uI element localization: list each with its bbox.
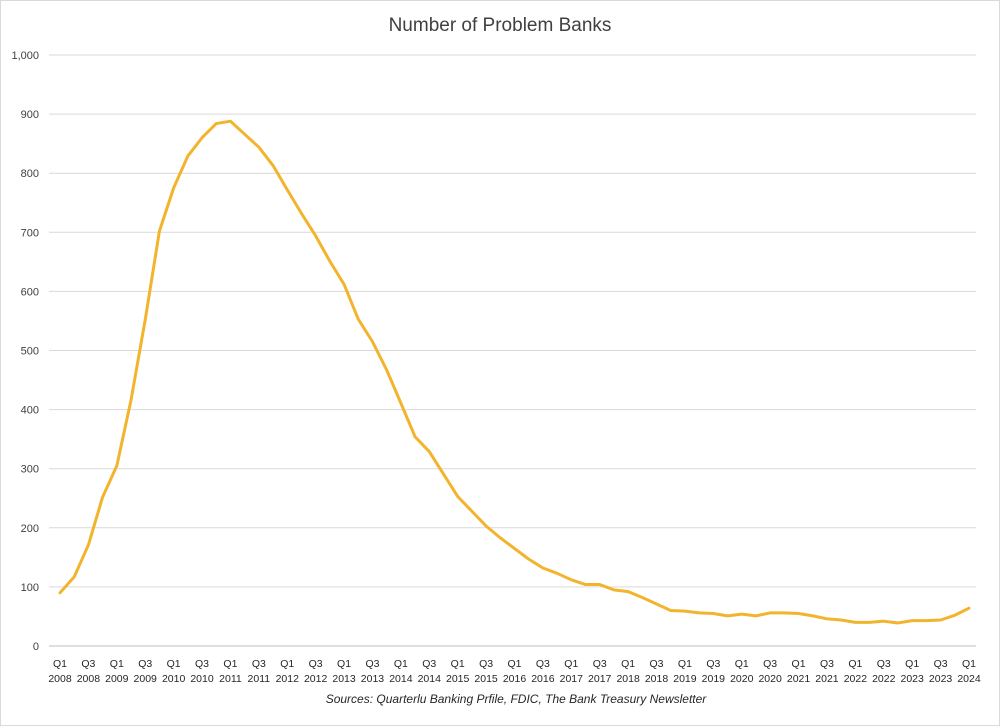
x-tick-quarter-label: Q1	[848, 658, 862, 670]
x-tick-quarter-label: Q3	[479, 658, 493, 670]
x-tick-year-label: 2008	[48, 673, 72, 685]
x-tick-year-label: 2016	[503, 673, 527, 685]
x-tick-year-label: 2013	[361, 673, 385, 685]
x-tick-quarter-label: Q1	[905, 658, 919, 670]
x-tick-quarter-label: Q1	[678, 658, 692, 670]
y-tick-label: 200	[21, 523, 39, 535]
x-tick-year-label: 2012	[304, 673, 328, 685]
x-tick-year-label: 2014	[418, 673, 442, 685]
x-tick-quarter-label: Q3	[706, 658, 720, 670]
x-tick-quarter-label: Q1	[564, 658, 578, 670]
y-tick-label: 800	[21, 168, 39, 180]
x-tick-quarter-label: Q3	[138, 658, 152, 670]
y-tick-label: 900	[21, 109, 39, 121]
y-tick-label: 0	[33, 641, 39, 653]
x-tick-year-label: 2024	[957, 673, 981, 685]
x-tick-quarter-label: Q3	[763, 658, 777, 670]
x-tick-quarter-label: Q1	[394, 658, 408, 670]
x-tick-quarter-label: Q1	[167, 658, 181, 670]
x-tick-year-label: 2021	[815, 673, 839, 685]
series-line	[58, 119, 971, 625]
x-tick-year-label: 2023	[901, 673, 925, 685]
y-axis-ticks: 0 100 200 300 400 500 600 700 800 900 1,000	[11, 50, 39, 653]
x-tick-quarter-label: Q1	[223, 658, 237, 670]
x-tick-quarter-label: Q1	[962, 658, 976, 670]
x-tick-year-label: 2016	[531, 673, 555, 685]
y-tick-label: 700	[21, 227, 39, 239]
x-tick-year-label: 2009	[105, 673, 129, 685]
x-tick-quarter-label: Q3	[650, 658, 664, 670]
x-tick-quarter-label: Q1	[53, 658, 67, 670]
y-tick-label: 400	[21, 405, 39, 417]
x-tick-year-label: 2017	[560, 673, 584, 685]
x-tick-quarter-label: Q3	[536, 658, 550, 670]
x-tick-year-label: 2010	[162, 673, 186, 685]
x-tick-year-label: 2011	[248, 673, 271, 685]
x-tick-quarter-label: Q3	[820, 658, 834, 670]
y-tick-label: 600	[21, 286, 39, 298]
x-tick-year-label: 2015	[446, 673, 470, 685]
x-tick-quarter-label: Q3	[593, 658, 607, 670]
x-tick-year-label: 2020	[758, 673, 782, 685]
x-tick-quarter-label: Q1	[337, 658, 351, 670]
x-tick-quarter-label: Q3	[195, 658, 209, 670]
chart-title: Number of Problem Banks	[388, 15, 612, 36]
x-tick-year-label: 2019	[702, 673, 726, 685]
x-axis-ticks: Q1 2008 Q3 2008 Q1 2009 Q3 2009 Q1 2010 Q3 2010 Q1 20…	[48, 658, 981, 685]
x-tick-quarter-label: Q1	[507, 658, 521, 670]
x-tick-quarter-label: Q1	[280, 658, 294, 670]
y-tick-label: 500	[21, 346, 39, 358]
x-tick-year-label: 2019	[673, 673, 697, 685]
x-tick-quarter-label: Q3	[252, 658, 266, 670]
x-tick-year-label: 2010	[190, 673, 214, 685]
x-tick-quarter-label: Q1	[451, 658, 465, 670]
x-tick-year-label: 2020	[730, 673, 754, 685]
x-tick-year-label: 2008	[77, 673, 101, 685]
series-line-group	[58, 119, 971, 625]
x-tick-year-label: 2023	[929, 673, 953, 685]
x-tick-quarter-label: Q1	[735, 658, 749, 670]
x-tick-quarter-label: Q3	[877, 658, 891, 670]
x-tick-quarter-label: Q3	[81, 658, 95, 670]
x-tick-year-label: 2015	[474, 673, 498, 685]
x-tick-quarter-label: Q3	[934, 658, 948, 670]
x-tick-quarter-label: Q1	[621, 658, 635, 670]
gridlines	[49, 54, 976, 647]
x-tick-year-label: 2011	[219, 673, 242, 685]
x-tick-year-label: 2009	[134, 673, 158, 685]
x-tick-quarter-label: Q1	[792, 658, 806, 670]
x-tick-year-label: 2017	[588, 673, 612, 685]
x-tick-year-label: 2013	[332, 673, 356, 685]
x-tick-year-label: 2022	[844, 673, 868, 685]
x-tick-quarter-label: Q1	[110, 658, 124, 670]
x-tick-year-label: 2014	[389, 673, 413, 685]
y-tick-label: 300	[21, 464, 39, 476]
source-note: Sources: Quarterlu Banking Prfile, FDIC,…	[325, 692, 707, 706]
x-tick-year-label: 2012	[276, 673, 300, 685]
x-tick-quarter-label: Q3	[422, 658, 436, 670]
x-tick-year-label: 2018	[645, 673, 669, 685]
x-tick-year-label: 2021	[787, 673, 811, 685]
x-tick-quarter-label: Q3	[309, 658, 323, 670]
x-tick-year-label: 2022	[872, 673, 896, 685]
y-tick-label: 100	[21, 582, 39, 594]
y-tick-label: 1,000	[11, 50, 39, 62]
x-tick-quarter-label: Q3	[365, 658, 379, 670]
x-tick-year-label: 2018	[616, 673, 640, 685]
